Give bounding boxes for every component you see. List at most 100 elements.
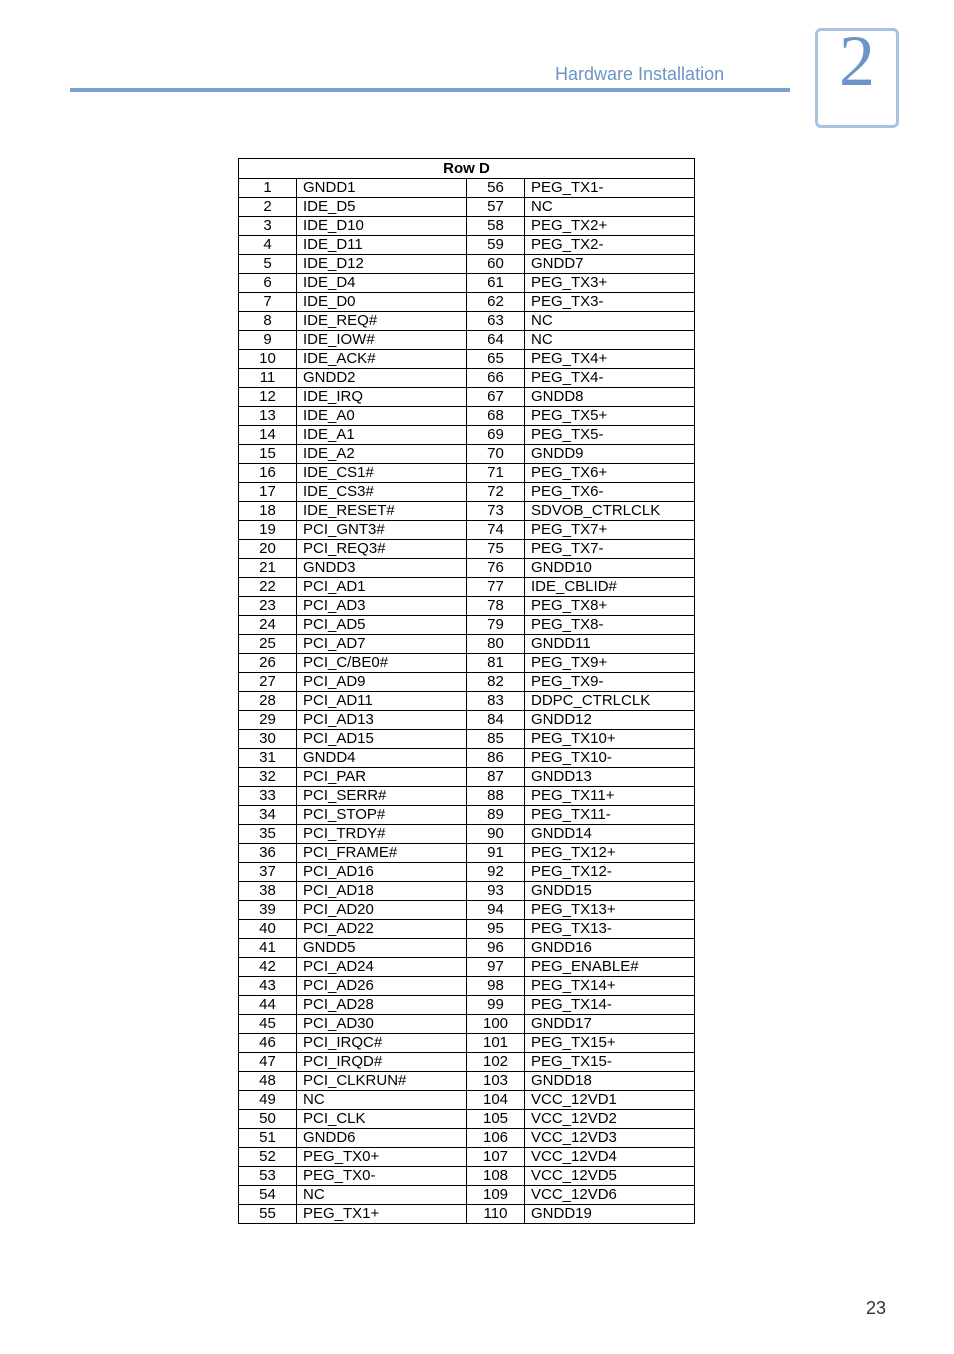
signal-name: PEG_TX14- bbox=[525, 996, 695, 1015]
signal-name: GNDD8 bbox=[525, 388, 695, 407]
pin-number: 62 bbox=[467, 293, 525, 312]
signal-name: PCI_AD3 bbox=[297, 597, 467, 616]
table-row: 51GNDD6106VCC_12VD3 bbox=[239, 1129, 695, 1148]
signal-name: PCI_AD5 bbox=[297, 616, 467, 635]
signal-name: PCI_AD1 bbox=[297, 578, 467, 597]
pin-number: 17 bbox=[239, 483, 297, 502]
signal-name: PCI_AD26 bbox=[297, 977, 467, 996]
table-row: 4IDE_D1159PEG_TX2- bbox=[239, 236, 695, 255]
pin-number: 68 bbox=[467, 407, 525, 426]
table-row: 34PCI_STOP#89PEG_TX11- bbox=[239, 806, 695, 825]
pin-number: 106 bbox=[467, 1129, 525, 1148]
signal-name: GNDD7 bbox=[525, 255, 695, 274]
table-row: 45PCI_AD30100GNDD17 bbox=[239, 1015, 695, 1034]
signal-name: IDE_CBLID# bbox=[525, 578, 695, 597]
signal-name: PCI_CLK bbox=[297, 1110, 467, 1129]
table-row: 3IDE_D1058PEG_TX2+ bbox=[239, 217, 695, 236]
table-row: 12IDE_IRQ67GNDD8 bbox=[239, 388, 695, 407]
pin-number: 77 bbox=[467, 578, 525, 597]
table-row: 43PCI_AD2698PEG_TX14+ bbox=[239, 977, 695, 996]
table-row: 55PEG_TX1+110GNDD19 bbox=[239, 1205, 695, 1224]
signal-name: GNDD5 bbox=[297, 939, 467, 958]
pin-number: 108 bbox=[467, 1167, 525, 1186]
signal-name: PCI_SERR# bbox=[297, 787, 467, 806]
signal-name: NC bbox=[297, 1186, 467, 1205]
signal-name: IDE_RESET# bbox=[297, 502, 467, 521]
signal-name: DDPC_CTRLCLK bbox=[525, 692, 695, 711]
pin-number: 22 bbox=[239, 578, 297, 597]
signal-name: PCI_AD11 bbox=[297, 692, 467, 711]
signal-name: GNDD2 bbox=[297, 369, 467, 388]
pin-number: 78 bbox=[467, 597, 525, 616]
pin-number: 110 bbox=[467, 1205, 525, 1224]
table-row: 41GNDD596GNDD16 bbox=[239, 939, 695, 958]
pin-number: 70 bbox=[467, 445, 525, 464]
signal-name: IDE_CS1# bbox=[297, 464, 467, 483]
pin-number: 90 bbox=[467, 825, 525, 844]
signal-name: PEG_TX13+ bbox=[525, 901, 695, 920]
signal-name: PCI_AD16 bbox=[297, 863, 467, 882]
pin-number: 104 bbox=[467, 1091, 525, 1110]
pin-number: 46 bbox=[239, 1034, 297, 1053]
pin-number: 9 bbox=[239, 331, 297, 350]
table-row: 19PCI_GNT3#74PEG_TX7+ bbox=[239, 521, 695, 540]
signal-name: GNDD4 bbox=[297, 749, 467, 768]
signal-name: IDE_CS3# bbox=[297, 483, 467, 502]
pin-number: 74 bbox=[467, 521, 525, 540]
signal-name: PCI_AD28 bbox=[297, 996, 467, 1015]
signal-name: PCI_GNT3# bbox=[297, 521, 467, 540]
signal-name: GNDD18 bbox=[525, 1072, 695, 1091]
table-title: Row D bbox=[239, 159, 695, 179]
pin-number: 76 bbox=[467, 559, 525, 578]
table-row: 16IDE_CS1#71PEG_TX6+ bbox=[239, 464, 695, 483]
signal-name: IDE_D0 bbox=[297, 293, 467, 312]
signal-name: PEG_TX0+ bbox=[297, 1148, 467, 1167]
signal-name: PEG_TX7- bbox=[525, 540, 695, 559]
table-row: 29PCI_AD1384GNDD12 bbox=[239, 711, 695, 730]
table-row: 5IDE_D1260GNDD7 bbox=[239, 255, 695, 274]
table-row: 11GNDD266PEG_TX4- bbox=[239, 369, 695, 388]
signal-name: GNDD3 bbox=[297, 559, 467, 578]
pin-number: 7 bbox=[239, 293, 297, 312]
pin-number: 8 bbox=[239, 312, 297, 331]
pin-number: 4 bbox=[239, 236, 297, 255]
signal-name: GNDD17 bbox=[525, 1015, 695, 1034]
table-row: 27PCI_AD982PEG_TX9- bbox=[239, 673, 695, 692]
section-title: Hardware Installation bbox=[555, 64, 724, 85]
signal-name: PEG_TX4- bbox=[525, 369, 695, 388]
pin-number: 27 bbox=[239, 673, 297, 692]
signal-name: PEG_TX12- bbox=[525, 863, 695, 882]
pin-number: 81 bbox=[467, 654, 525, 673]
pin-number: 6 bbox=[239, 274, 297, 293]
signal-name: PEG_TX8- bbox=[525, 616, 695, 635]
pin-number: 11 bbox=[239, 369, 297, 388]
signal-name: GNDD19 bbox=[525, 1205, 695, 1224]
table-row: 28PCI_AD1183DDPC_CTRLCLK bbox=[239, 692, 695, 711]
pin-number: 30 bbox=[239, 730, 297, 749]
signal-name: PEG_TX5- bbox=[525, 426, 695, 445]
table-row: 21GNDD376GNDD10 bbox=[239, 559, 695, 578]
pin-number: 48 bbox=[239, 1072, 297, 1091]
pin-number: 66 bbox=[467, 369, 525, 388]
signal-name: GNDD1 bbox=[297, 179, 467, 198]
signal-name: PEG_TX7+ bbox=[525, 521, 695, 540]
table-row: 24PCI_AD579PEG_TX8- bbox=[239, 616, 695, 635]
signal-name: IDE_REQ# bbox=[297, 312, 467, 331]
pin-number: 43 bbox=[239, 977, 297, 996]
signal-name: VCC_12VD2 bbox=[525, 1110, 695, 1129]
pin-number: 61 bbox=[467, 274, 525, 293]
signal-name: PEG_TX2+ bbox=[525, 217, 695, 236]
pin-number: 15 bbox=[239, 445, 297, 464]
pin-number: 10 bbox=[239, 350, 297, 369]
table-row: 52PEG_TX0+107VCC_12VD4 bbox=[239, 1148, 695, 1167]
pin-number: 47 bbox=[239, 1053, 297, 1072]
table-row: 13IDE_A068PEG_TX5+ bbox=[239, 407, 695, 426]
signal-name: PEG_TX11+ bbox=[525, 787, 695, 806]
signal-name: PCI_AD7 bbox=[297, 635, 467, 654]
table-row: 20PCI_REQ3#75PEG_TX7- bbox=[239, 540, 695, 559]
signal-name: IDE_ACK# bbox=[297, 350, 467, 369]
signal-name: GNDD10 bbox=[525, 559, 695, 578]
table-row: 31GNDD486PEG_TX10- bbox=[239, 749, 695, 768]
table-row: 15IDE_A270GNDD9 bbox=[239, 445, 695, 464]
pin-number: 93 bbox=[467, 882, 525, 901]
